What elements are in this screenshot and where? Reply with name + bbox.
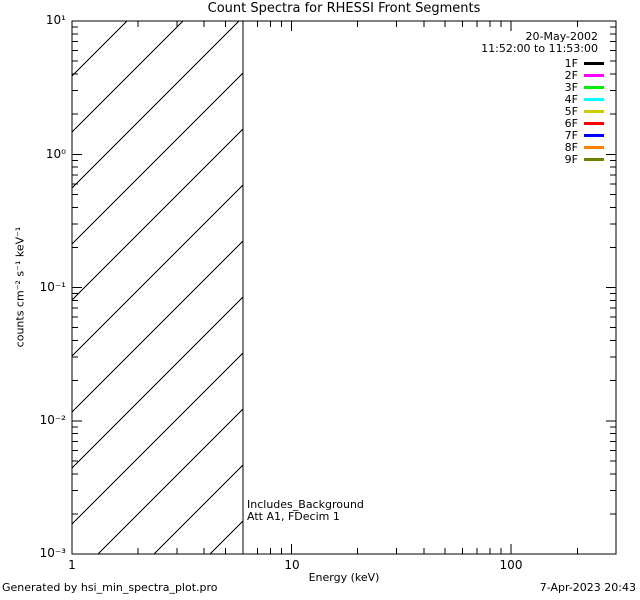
y-axis-title: counts cm⁻² s⁻¹ keV⁻¹ xyxy=(13,226,27,348)
legend-item-7f: 7F xyxy=(564,128,604,142)
legend-label: 9F xyxy=(564,152,578,166)
legend-label: 7F xyxy=(564,128,578,142)
legend-item-9f: 9F xyxy=(564,152,604,166)
y-tick-label-10e1: 10¹ xyxy=(45,13,66,27)
generated-by-text: Generated by hsi_min_spectra_plot.pro xyxy=(2,581,218,594)
legend-item-8f: 8F xyxy=(564,140,604,154)
legend-line-swatch xyxy=(584,133,604,137)
legend-label: 8F xyxy=(564,140,578,154)
legend-item-6f: 6F xyxy=(564,116,604,130)
plot-annotations: Includes_Background Att A1, FDecim 1 xyxy=(247,499,364,522)
x-tick-label-100: 100 xyxy=(499,558,523,572)
legend-item-2f: 2F xyxy=(564,68,604,82)
plot-timestamp: 7-Apr-2023 20:43 xyxy=(539,581,636,594)
x-tick-label-10: 10 xyxy=(284,558,300,572)
legend-label: 2F xyxy=(564,68,578,82)
axes-frame xyxy=(71,20,617,555)
legend-label: 5F xyxy=(564,104,578,118)
legend-item-4f: 4F xyxy=(564,92,604,106)
legend-line-swatch xyxy=(584,109,604,113)
legend-line-swatch xyxy=(584,157,604,161)
legend-time-range: 11:52:00 to 11:53:00 xyxy=(481,42,598,55)
legend-item-3f: 3F xyxy=(564,80,604,94)
legend-item-5f: 5F xyxy=(564,104,604,118)
y-tick-label-10e0: 10⁰ xyxy=(45,147,66,161)
legend-line-swatch xyxy=(584,73,604,77)
annotation-attenuator-state: Att A1, FDecim 1 xyxy=(247,509,340,523)
x-axis-title: Energy (keV) xyxy=(308,571,380,584)
legend-label: 6F xyxy=(564,116,578,130)
legend-date: 20-May-2002 xyxy=(525,30,598,43)
legend-date-block: 20-May-2002 11:52:00 to 11:53:00 xyxy=(481,31,598,55)
y-tick-label-10e-2: 10⁻² xyxy=(39,413,66,427)
legend-line-swatch xyxy=(584,85,604,89)
legend: 1F 2F 3F 4F 5F 6F 7F 8F xyxy=(564,56,604,166)
legend-item-1f: 1F xyxy=(564,56,604,70)
y-tick-label-10e-3: 10⁻³ xyxy=(39,546,66,560)
plot-title: Count Spectra for RHESSI Front Segments xyxy=(207,1,481,16)
x-tick-label-1: 1 xyxy=(68,558,76,572)
legend-label: 1F xyxy=(564,56,578,70)
hatched-region xyxy=(72,21,243,554)
legend-line-swatch xyxy=(584,145,604,149)
legend-label: 4F xyxy=(564,92,578,106)
legend-label: 3F xyxy=(564,80,578,94)
legend-line-swatch xyxy=(584,121,604,125)
legend-line-swatch xyxy=(584,61,604,65)
legend-line-swatch xyxy=(584,97,604,101)
annotation-includes-background: Includes_Background xyxy=(247,498,364,511)
y-tick-label-10e-1: 10⁻¹ xyxy=(39,280,66,294)
